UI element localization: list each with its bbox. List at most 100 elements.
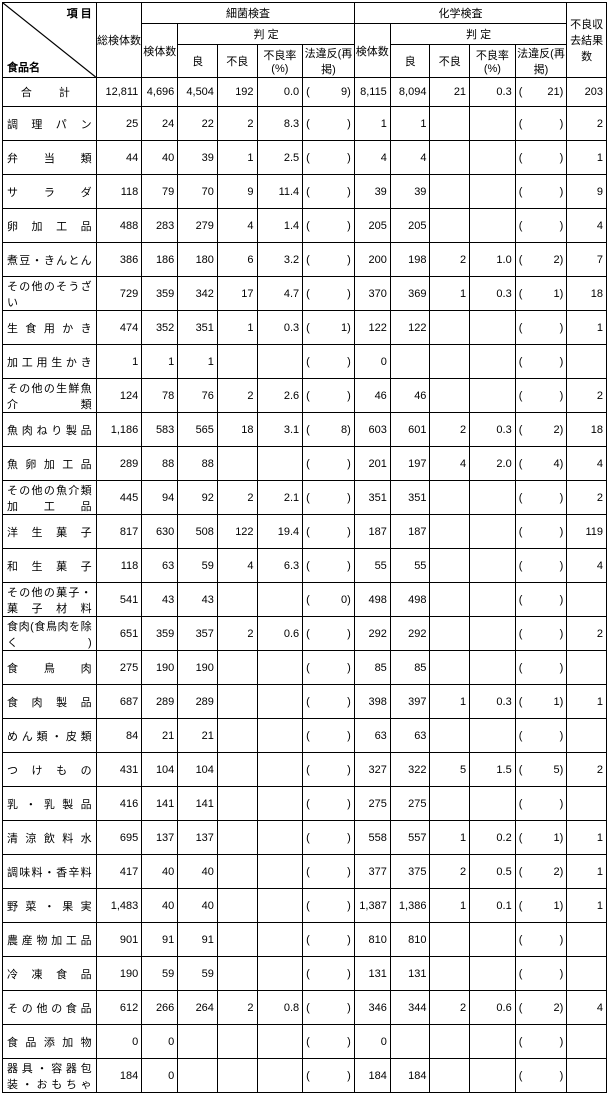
row-label: 冷凍食品 xyxy=(3,957,97,991)
cell xyxy=(303,379,355,413)
cell xyxy=(217,923,257,957)
row-label: 食品添加物 xyxy=(3,1025,97,1059)
cell: 39 xyxy=(390,175,430,209)
cell xyxy=(257,855,303,889)
cell: 1.5 xyxy=(470,753,516,787)
cell xyxy=(217,889,257,923)
cell: 104 xyxy=(178,753,218,787)
cell xyxy=(470,209,516,243)
inspection-table: 項 目 食品名 総検体数 細菌検査 化学検査 不良収去結果数 検体数 判 定 検… xyxy=(2,2,607,1093)
cell: 2 xyxy=(515,855,567,889)
cell: 201 xyxy=(354,447,390,481)
cell: 1 xyxy=(515,821,567,855)
cell: 810 xyxy=(354,923,390,957)
cell: 55 xyxy=(354,549,390,583)
cell xyxy=(178,1059,218,1093)
cell: 63 xyxy=(142,549,178,583)
cell: 0.2 xyxy=(470,821,516,855)
cell: 4 xyxy=(354,141,390,175)
table-row: その他の食品61226626420.8 34634420.624 xyxy=(3,991,607,1025)
cell: 0.0 xyxy=(257,78,303,107)
cell: 289 xyxy=(142,685,178,719)
cell: 1 xyxy=(430,685,470,719)
cell: 43 xyxy=(178,583,218,617)
cell: 0.1 xyxy=(470,889,516,923)
table-row: 生食用かき47435235110.31122122 1 xyxy=(3,311,607,345)
cell xyxy=(567,345,607,379)
cell: 557 xyxy=(390,821,430,855)
cell: 498 xyxy=(390,583,430,617)
cell xyxy=(430,107,470,141)
cell xyxy=(430,617,470,651)
cell xyxy=(470,379,516,413)
table-row: その他の生鮮魚介類124787622.6 4646 2 xyxy=(3,379,607,413)
cell xyxy=(515,719,567,753)
cell: 18 xyxy=(567,413,607,447)
cell: 583 xyxy=(142,413,178,447)
cell: 322 xyxy=(390,753,430,787)
cell xyxy=(257,753,303,787)
row-label: 器具・容器包装・おもちゃ xyxy=(3,1059,97,1093)
cell xyxy=(515,549,567,583)
cell xyxy=(470,549,516,583)
cell xyxy=(217,685,257,719)
cell xyxy=(470,787,516,821)
cell: 6 xyxy=(217,243,257,277)
cell xyxy=(470,583,516,617)
cell: 190 xyxy=(178,651,218,685)
table-row: めん類・皮類842121 6363 xyxy=(3,719,607,753)
cell: 91 xyxy=(178,923,218,957)
cell: 4 xyxy=(567,549,607,583)
table-row: 魚肉ねり製品1,186583565183.1860360120.3218 xyxy=(3,413,607,447)
cell xyxy=(567,719,607,753)
cell xyxy=(470,481,516,515)
cell: 18 xyxy=(217,413,257,447)
cell: 289 xyxy=(96,447,142,481)
cell: 0.3 xyxy=(470,277,516,311)
cell: 344 xyxy=(390,991,430,1025)
cell: 1 xyxy=(515,685,567,719)
cell: 63 xyxy=(354,719,390,753)
cell: 398 xyxy=(354,685,390,719)
row-label: つけもの xyxy=(3,753,97,787)
row-label: その他の魚介類加工品 xyxy=(3,481,97,515)
cell: 386 xyxy=(96,243,142,277)
cell: 2 xyxy=(217,617,257,651)
cell xyxy=(567,1059,607,1093)
cell: 2 xyxy=(430,855,470,889)
row-label: 生食用かき xyxy=(3,311,97,345)
table-row: 清涼飲料水695137137 55855710.211 xyxy=(3,821,607,855)
cell xyxy=(303,277,355,311)
cell xyxy=(515,583,567,617)
cell: 266 xyxy=(142,991,178,1025)
cell xyxy=(217,1059,257,1093)
table-row: 器具・容器包装・おもちゃ1840 184184 xyxy=(3,1059,607,1093)
cell xyxy=(430,379,470,413)
cell: 1 xyxy=(178,345,218,379)
table-row: 食肉製品687289289 39839710.311 xyxy=(3,685,607,719)
cell xyxy=(303,1059,355,1093)
cell: 2.0 xyxy=(470,447,516,481)
cell: 342 xyxy=(178,277,218,311)
cell: 0 xyxy=(142,1059,178,1093)
row-label: 魚卵加工品 xyxy=(3,447,97,481)
cell: 397 xyxy=(390,685,430,719)
cell: 187 xyxy=(390,515,430,549)
cell xyxy=(515,923,567,957)
cell: 0.5 xyxy=(470,855,516,889)
cell: 118 xyxy=(96,175,142,209)
cell: 2 xyxy=(430,991,470,1025)
row-label: その他の生鮮魚介類 xyxy=(3,379,97,413)
cell xyxy=(567,957,607,991)
cell: 122 xyxy=(390,311,430,345)
cell: 137 xyxy=(178,821,218,855)
cell: 205 xyxy=(354,209,390,243)
cell: 1 xyxy=(515,889,567,923)
cell xyxy=(257,1025,303,1059)
row-label: 食鳥肉 xyxy=(3,651,97,685)
cell xyxy=(515,617,567,651)
cell xyxy=(303,821,355,855)
cell: 1 xyxy=(430,889,470,923)
row-label: 弁当類 xyxy=(3,141,97,175)
cell xyxy=(515,175,567,209)
